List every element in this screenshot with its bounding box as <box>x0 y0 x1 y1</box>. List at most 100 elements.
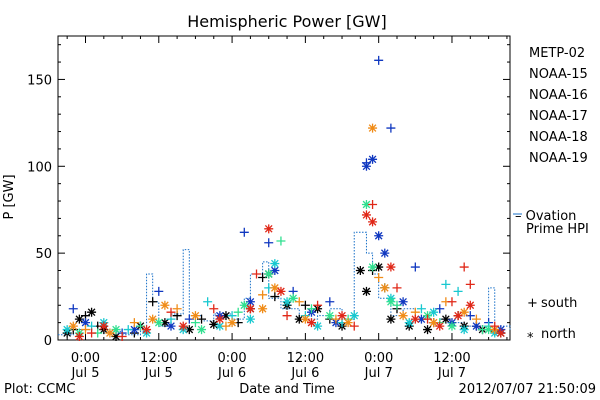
point-north-noaa-17 <box>361 200 371 210</box>
point-south-noaa-17 <box>233 307 243 317</box>
x-tick-time: 12:00 <box>140 351 177 366</box>
point-north-noaa-19 <box>276 286 286 296</box>
point-north-noaa-15 <box>270 266 280 276</box>
point-south-noaa-19 <box>209 304 219 314</box>
chart-title: Hemispheric Power [GW] <box>187 12 386 31</box>
data-points <box>62 55 506 342</box>
y-axis-label: P [GW] <box>2 174 17 219</box>
point-north-metp-02 <box>74 314 84 324</box>
point-north-metp-02 <box>441 314 451 324</box>
point-north-metp-02 <box>184 325 194 335</box>
point-south-noaa-16 <box>453 286 463 296</box>
y-tick-label: 150 <box>27 73 52 88</box>
point-north-noaa-17 <box>154 318 164 328</box>
x-axis-label: Date and Time <box>239 382 335 397</box>
symbol-legend-label: north <box>541 327 576 342</box>
point-south-noaa-19 <box>368 200 378 210</box>
point-south-noaa-19 <box>349 321 359 331</box>
point-north-noaa-19 <box>410 314 420 324</box>
footer-left: Plot: CCMC <box>4 382 75 397</box>
point-south-noaa-15 <box>154 286 164 296</box>
point-north-noaa-18 <box>258 304 268 314</box>
point-north-noaa-18 <box>105 328 115 338</box>
point-north-metp-02 <box>87 307 97 317</box>
symbol-legend-glyph: * <box>527 331 534 346</box>
x-tick-date: Jul 7 <box>437 366 466 381</box>
point-south-noaa-18 <box>80 325 90 335</box>
point-south-noaa-15 <box>264 238 274 248</box>
point-south-noaa-18 <box>258 290 268 300</box>
point-north-noaa-16 <box>62 325 72 335</box>
x-tick-time: 12:00 <box>287 351 324 366</box>
point-north-noaa-17 <box>447 321 457 331</box>
point-north-noaa-16 <box>459 325 469 335</box>
point-south-noaa-19 <box>166 307 176 317</box>
point-north-metp-02 <box>423 325 433 335</box>
point-south-noaa-17 <box>306 304 316 314</box>
point-north-noaa-19 <box>215 314 225 324</box>
point-north-noaa-17 <box>288 293 298 303</box>
point-north-metp-02 <box>294 314 304 324</box>
point-north-metp-02 <box>386 314 396 324</box>
point-south-noaa-15 <box>374 55 384 65</box>
point-south-noaa-19 <box>282 311 292 321</box>
point-north-noaa-19 <box>99 321 109 331</box>
ovation-legend-line1: – Ovation <box>515 209 576 224</box>
point-north-noaa-15 <box>374 231 384 241</box>
point-north-noaa-18 <box>160 300 170 310</box>
point-south-noaa-15 <box>410 262 420 272</box>
point-north-metp-02 <box>160 318 170 328</box>
point-south-noaa-18 <box>129 318 139 328</box>
point-north-noaa-15 <box>80 318 90 328</box>
point-north-noaa-18 <box>68 321 78 331</box>
point-north-noaa-16 <box>270 259 280 269</box>
point-north-noaa-15 <box>245 297 255 307</box>
point-south-noaa-15 <box>325 297 335 307</box>
point-north-noaa-19 <box>337 311 347 321</box>
point-north-noaa-17 <box>484 325 494 335</box>
point-south-noaa-19 <box>313 300 323 310</box>
point-north-noaa-19 <box>74 332 84 342</box>
point-south-noaa-19 <box>459 262 469 272</box>
point-south-noaa-18 <box>374 272 384 282</box>
x-tick-time: 0:00 <box>217 351 246 366</box>
point-north-noaa-18 <box>300 314 310 324</box>
point-north-noaa-16 <box>349 311 359 321</box>
point-south-noaa-15 <box>68 304 78 314</box>
point-south-metp-02 <box>270 292 280 302</box>
point-north-metp-02 <box>361 286 371 296</box>
point-north-noaa-19 <box>368 217 378 227</box>
point-north-noaa-19 <box>361 210 371 220</box>
legend-entry: NOAA-18 <box>529 130 588 145</box>
point-south-noaa-18 <box>471 314 481 324</box>
point-south-noaa-18 <box>172 304 182 314</box>
x-tick-date: Jul 6 <box>217 366 246 381</box>
point-north-noaa-17 <box>239 300 249 310</box>
legend: METP-02 NOAA-15 NOAA-16 NOAA-17 NOAA-18 NOAA-… <box>529 46 588 166</box>
point-north-noaa-19 <box>386 262 396 272</box>
x-tick-date: Jul 6 <box>290 366 319 381</box>
point-south-noaa-19 <box>490 321 500 331</box>
point-north-metp-02 <box>111 332 121 342</box>
point-north-noaa-16 <box>245 314 255 324</box>
point-south-noaa-19 <box>252 269 262 279</box>
legend-entry: METP-02 <box>529 46 585 61</box>
point-north-metp-02 <box>355 266 365 276</box>
point-south-noaa-16 <box>416 304 426 314</box>
point-north-noaa-19 <box>465 300 475 310</box>
symbol-legend-glyph: + <box>527 296 538 311</box>
point-north-noaa-17 <box>111 325 121 335</box>
point-north-noaa-17 <box>325 311 335 321</box>
point-south-noaa-16 <box>123 325 133 335</box>
point-north-noaa-18 <box>148 314 158 324</box>
point-north-noaa-19 <box>496 328 506 338</box>
point-south-noaa-19 <box>423 314 433 324</box>
point-south-noaa-16 <box>441 279 451 289</box>
y-tick-label: 0 <box>44 334 52 349</box>
point-south-noaa-19 <box>447 297 457 307</box>
point-south-noaa-19 <box>87 328 97 338</box>
point-north-noaa-15 <box>380 248 390 258</box>
point-north-noaa-18 <box>190 311 200 321</box>
point-south-noaa-15 <box>239 227 249 237</box>
